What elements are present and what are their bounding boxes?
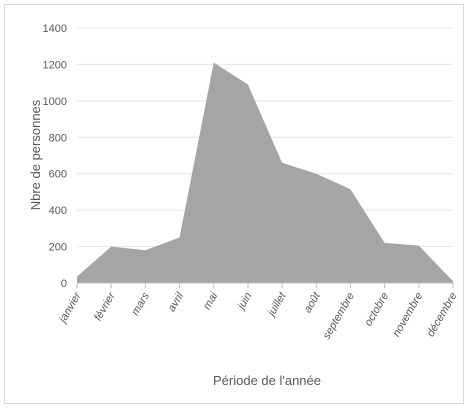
y-tick-label: 200 <box>49 242 67 254</box>
x-tick-label: novembre <box>391 291 426 339</box>
x-tick-label: septembre <box>321 291 357 342</box>
axes <box>76 282 454 288</box>
y-axis-title: Nbre de personnes <box>28 99 43 210</box>
y-tick-label: 400 <box>49 205 67 217</box>
x-tick-label: décembre <box>425 291 460 339</box>
y-tick-labels: 0 200 400 600 800 1000 1200 1400 <box>43 23 67 290</box>
x-tick-label: janvier <box>56 289 84 326</box>
area-series <box>77 62 453 283</box>
x-tick-label: août <box>302 290 324 315</box>
x-tick-label: octobre <box>362 291 391 329</box>
x-tick-label: avril <box>166 290 187 314</box>
x-tick-label: mars <box>129 290 152 318</box>
x-tick-label: mai <box>201 290 221 312</box>
y-tick-label: 1400 <box>43 23 67 35</box>
y-tick-label: 1000 <box>43 96 67 108</box>
y-tick-label: 0 <box>61 278 67 290</box>
x-axis-title: Période de l'année <box>213 373 321 388</box>
x-tick-labels: janvier février mars avril mai juin juillet aoû… <box>56 289 460 341</box>
x-tick-label: juillet <box>265 290 289 320</box>
y-tick-label: 800 <box>49 132 67 144</box>
y-tick-label: 1200 <box>43 59 67 71</box>
x-tick-label: février <box>92 289 118 323</box>
x-tick-label: juin <box>235 291 255 314</box>
y-tick-label: 600 <box>49 169 67 181</box>
